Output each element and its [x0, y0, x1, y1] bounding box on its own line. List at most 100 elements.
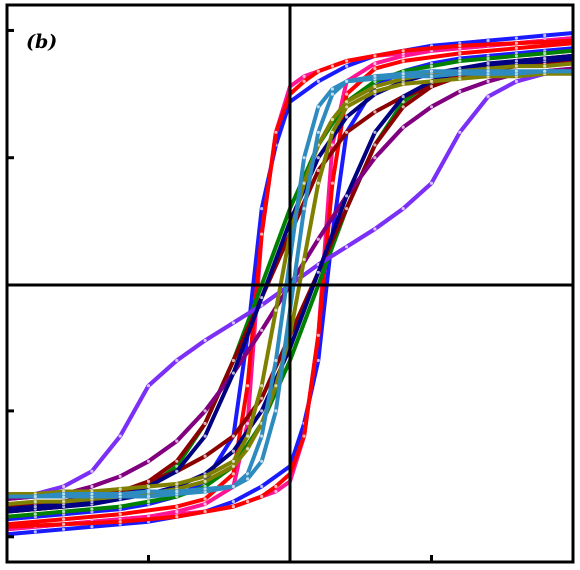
data-point	[401, 72, 405, 76]
data-point	[231, 484, 235, 489]
data-point	[316, 358, 320, 363]
data-point	[260, 434, 264, 438]
data-point	[373, 54, 377, 58]
data-point	[514, 64, 519, 68]
data-point	[514, 69, 519, 73]
data-point	[543, 51, 547, 56]
data-point	[316, 156, 320, 160]
data-point	[514, 59, 519, 63]
data-point	[401, 59, 405, 63]
data-point	[330, 181, 334, 185]
data-point	[260, 232, 264, 236]
data-point	[203, 338, 207, 342]
data-point	[260, 484, 264, 489]
data-point	[146, 384, 151, 388]
data-point	[302, 434, 306, 438]
data-point	[175, 515, 179, 519]
data-point	[345, 100, 349, 104]
data-point	[175, 464, 179, 468]
data-point	[401, 207, 405, 211]
data-point	[33, 512, 37, 516]
data-point	[514, 46, 519, 50]
data-point	[429, 181, 434, 185]
data-point	[62, 492, 66, 496]
data-point	[486, 69, 490, 73]
data-point	[401, 125, 405, 129]
data-point	[316, 181, 320, 185]
data-point	[231, 505, 235, 509]
data-point	[62, 527, 66, 531]
data-point	[401, 82, 405, 86]
data-point	[175, 459, 179, 463]
data-point	[316, 69, 320, 73]
data-point	[458, 44, 462, 48]
data-point	[514, 54, 519, 58]
data-point	[274, 358, 278, 363]
data-point	[345, 245, 349, 249]
data-point	[260, 328, 264, 332]
data-point	[330, 87, 334, 91]
data-point	[231, 500, 235, 504]
data-point	[330, 130, 334, 134]
data-point	[373, 61, 377, 66]
data-point	[373, 110, 377, 114]
data-point	[274, 409, 278, 413]
data-point	[260, 409, 264, 413]
data-point	[345, 59, 349, 63]
data-point	[345, 92, 349, 96]
data-point	[203, 421, 207, 426]
data-point	[246, 477, 250, 481]
data-point	[458, 69, 462, 73]
plot-frame	[5, 3, 575, 564]
data-point	[175, 510, 179, 514]
data-point	[458, 51, 462, 56]
data-point	[345, 130, 349, 134]
data-point	[302, 156, 306, 160]
data-point	[373, 143, 377, 147]
data-point	[231, 449, 235, 453]
data-point	[260, 296, 264, 300]
data-point	[231, 472, 235, 476]
data-point	[330, 64, 334, 68]
data-point	[401, 100, 405, 104]
data-point	[373, 67, 377, 71]
data-point	[429, 64, 434, 68]
data-point	[316, 168, 320, 173]
data-point	[316, 79, 320, 83]
data-point	[514, 79, 519, 83]
data-point	[316, 130, 320, 134]
data-point	[260, 207, 264, 211]
data-point	[33, 494, 37, 499]
data-point	[316, 105, 320, 109]
data-point	[203, 409, 207, 413]
data-point	[316, 333, 320, 337]
data-point	[246, 421, 250, 426]
data-point	[458, 59, 462, 63]
data-point	[175, 439, 179, 443]
data-point	[175, 358, 179, 363]
data-point	[543, 33, 547, 38]
data-point	[90, 492, 94, 496]
data-point	[90, 525, 94, 529]
data-point	[90, 507, 94, 511]
data-point	[543, 64, 547, 68]
data-point	[231, 321, 235, 325]
tick-layer	[7, 28, 433, 562]
data-point	[429, 105, 434, 109]
data-point	[274, 489, 278, 494]
data-point	[118, 492, 122, 496]
data-point	[302, 207, 306, 211]
data-point	[62, 484, 66, 489]
data-point	[274, 384, 278, 388]
data-point	[246, 472, 250, 476]
data-point	[345, 207, 349, 211]
data-point	[118, 520, 122, 524]
data-point	[330, 117, 334, 122]
data-point	[316, 270, 320, 274]
data-point	[514, 36, 519, 40]
data-point	[146, 489, 151, 494]
data-point	[203, 474, 207, 478]
data-point	[118, 487, 122, 491]
data-point	[458, 89, 462, 94]
data-point	[274, 130, 278, 134]
